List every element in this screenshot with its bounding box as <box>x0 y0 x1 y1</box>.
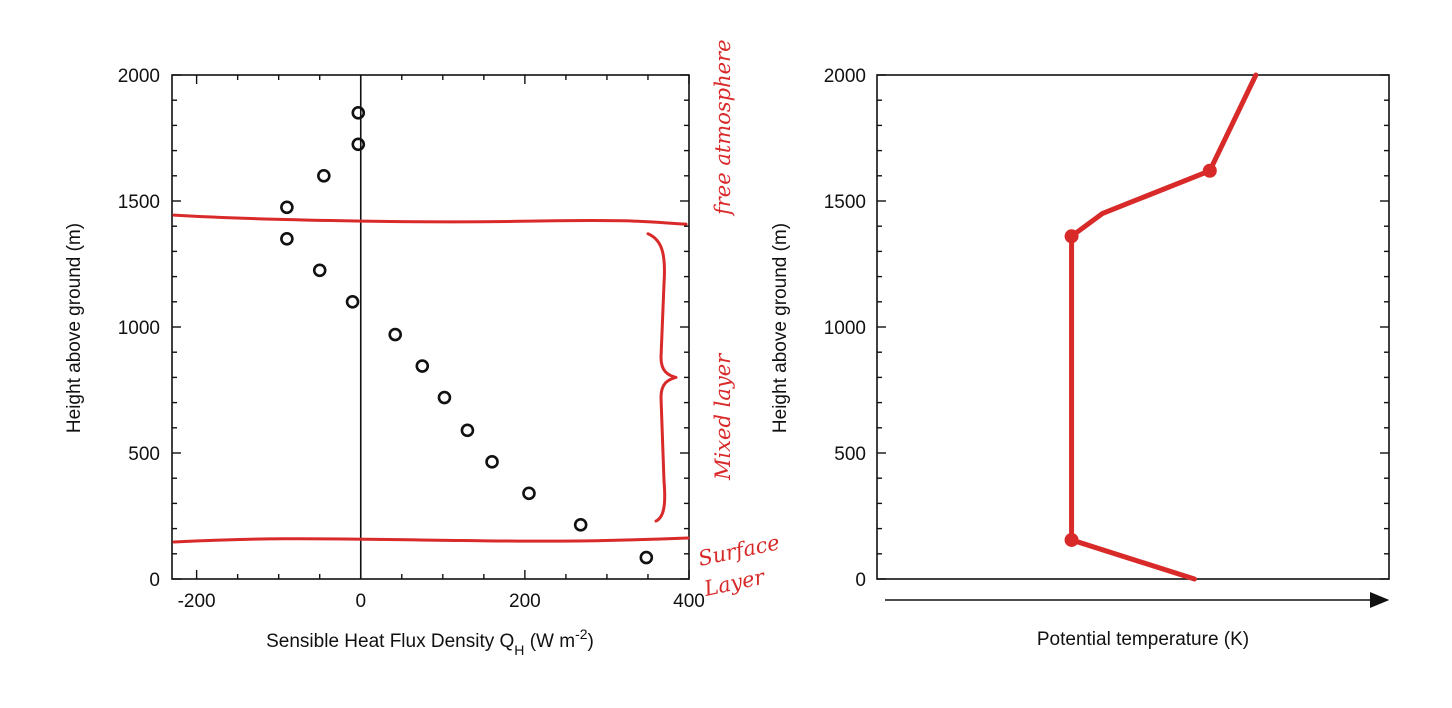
data-point <box>639 550 654 565</box>
data-point <box>317 169 331 183</box>
profile-marker <box>1064 532 1079 547</box>
data-point <box>460 423 475 438</box>
ytick-label: 1000 <box>118 318 160 339</box>
left-xtick-labels: -200 0 200 400 <box>178 591 705 612</box>
left-ytick-labels: 0 500 1000 1500 2000 <box>118 66 160 591</box>
left-x-axis-title: Sensible Heat Flux Density QH (W m-2) <box>266 626 594 658</box>
data-point <box>280 232 294 246</box>
potential-temperature-profile <box>1069 72 1259 582</box>
lower-layer-boundary-line <box>172 536 690 544</box>
ytick-label: 1500 <box>824 192 866 213</box>
mixed-layer-label: Mixed layer <box>711 352 735 481</box>
profile-marker <box>1064 229 1079 244</box>
left-chart: 0 500 1000 1500 2000 -200 0 200 400 Height abov… <box>64 40 782 659</box>
xtick-label: 0 <box>355 591 366 612</box>
right-chart: 0 500 1000 1500 2000 Height above ground (m)… <box>770 66 1390 650</box>
data-point <box>485 455 499 469</box>
ytick-label: 500 <box>834 444 866 465</box>
xtick-label: 400 <box>673 591 705 612</box>
left-plot-frame <box>171 74 690 580</box>
ytick-label: 2000 <box>824 66 866 87</box>
right-x-axis-title: Potential temperature (K) <box>1037 629 1249 650</box>
xtick-label: 200 <box>509 591 541 612</box>
data-point <box>522 486 536 501</box>
right-ytick-labels: 0 500 1000 1500 2000 <box>824 66 866 591</box>
data-point <box>312 263 327 278</box>
ytick-label: 0 <box>149 570 160 591</box>
ytick-label: 1500 <box>118 192 160 213</box>
data-point <box>573 518 588 532</box>
data-point <box>280 200 294 215</box>
data-point <box>351 106 366 120</box>
data-point <box>437 390 452 405</box>
xtick-label: -200 <box>178 591 216 612</box>
ytick-label: 500 <box>128 444 160 465</box>
right-y-axis-title: Height above ground (m) <box>770 223 791 433</box>
ytick-label: 2000 <box>118 66 160 87</box>
data-point <box>345 294 360 309</box>
free-atmosphere-label: free atmosphere <box>711 40 735 218</box>
data-point <box>351 137 366 152</box>
upper-layer-boundary-line <box>172 213 688 226</box>
data-point <box>415 359 430 373</box>
surface-layer-label-line1: Surface <box>696 530 782 571</box>
left-scatter-points <box>280 106 654 565</box>
left-y-axis-title: Height above ground (m) <box>64 223 85 433</box>
data-point <box>388 327 403 342</box>
ytick-label: 0 <box>855 570 866 591</box>
ytick-label: 1000 <box>824 318 866 339</box>
mixed-layer-brace <box>646 232 678 523</box>
surface-layer-label-line2: Layer <box>701 564 768 601</box>
profile-markers <box>1064 163 1217 547</box>
left-ticks <box>172 74 690 580</box>
right-ticks <box>877 74 1389 580</box>
profile-marker <box>1202 163 1217 178</box>
right-plot-frame <box>876 74 1390 580</box>
